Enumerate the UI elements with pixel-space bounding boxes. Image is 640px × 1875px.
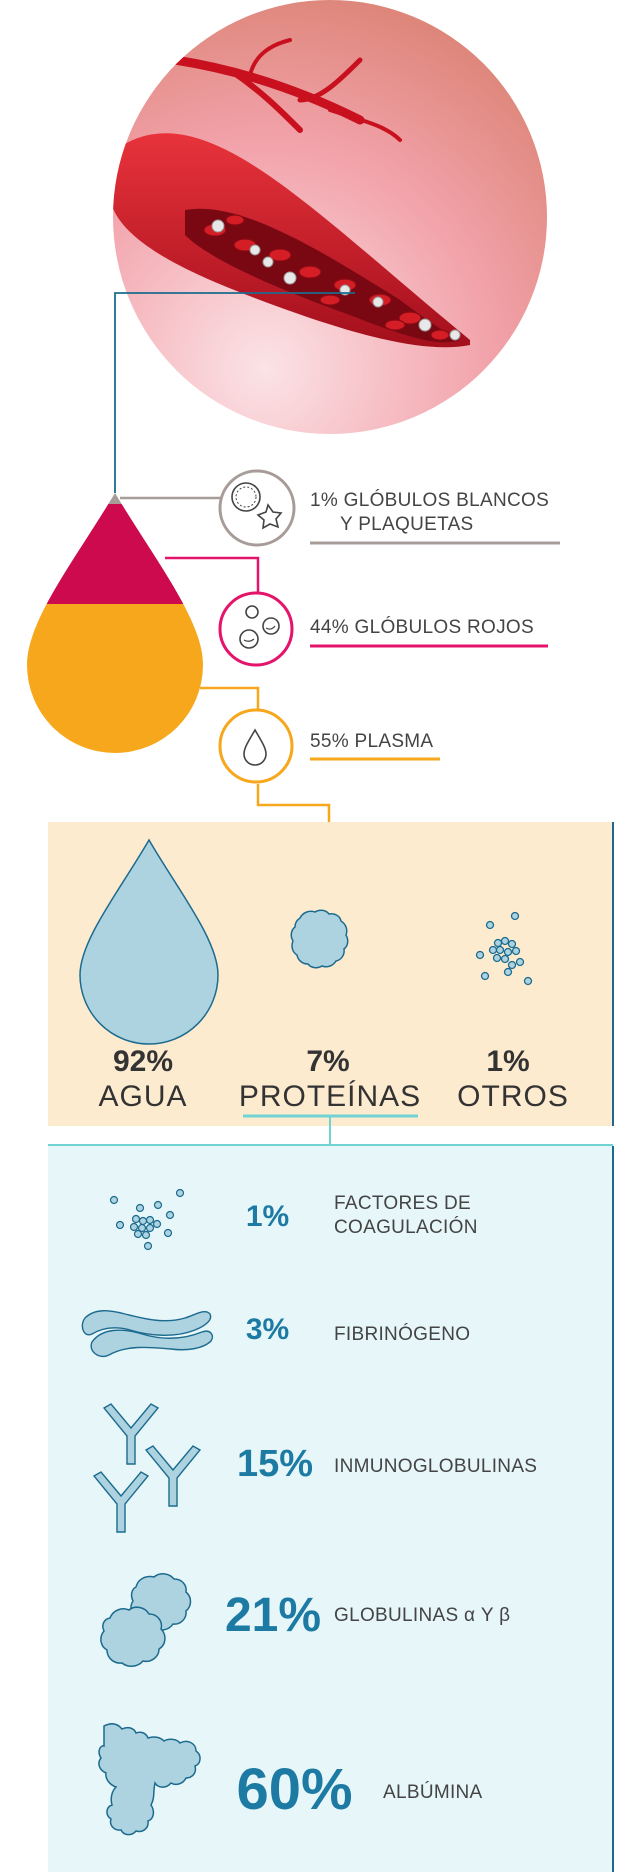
immunoglobulin-icon [92,1403,202,1533]
fibrinogen-name: FIBRINÓGENO [334,1324,471,1345]
water-name: AGUA [98,1080,188,1113]
red-cells-icon [218,591,294,667]
fibrinogen-icon [81,1310,214,1358]
proteins-name: PROTEÍNAS [238,1080,422,1113]
others-percent: 1% [486,1045,530,1078]
water-drop-icon [79,838,219,1045]
coagulation-name-line2: COAGULACIÓN [334,1217,478,1238]
white-cells-label-line2: Y PLAQUETAS [340,514,474,535]
immunoglobulins-percent: 15% [236,1443,314,1485]
water-percent: 92% [112,1045,174,1078]
globulins-percent: 21% [224,1589,322,1642]
proteins-percent: 7% [306,1045,350,1078]
albumin-percent: 60% [236,1757,353,1822]
others-name: OTROS [457,1080,569,1113]
immunoglobulins-name: INMUNOGLOBULINAS [334,1456,538,1477]
albumin-name: ALBÚMINA [383,1782,483,1803]
blood-drop [27,493,203,753]
blood-vessel-illustration [113,0,547,434]
coagulation-percent: 1% [245,1200,290,1233]
globulins-icon [100,1573,192,1667]
globulins-name: GLOBULINAS α Y β [334,1605,511,1626]
fibrinogen-percent: 3% [245,1313,290,1346]
coagulation-name: FACTORES DE COAGULACIÓN [334,1192,478,1240]
albumin-icon [98,1723,201,1836]
red-cells-label: 44% GLÓBULOS ROJOS [310,617,534,638]
plasma-label: 55% PLASMA [310,731,434,752]
white-cells-label: 1% GLÓBULOS BLANCOS [310,490,550,511]
particles-icon [475,911,533,986]
plasma-drop-icon [218,708,294,784]
white-cells-platelets-icon [218,469,296,547]
coagulation-name-line1: FACTORES DE [334,1193,472,1214]
coagulation-factors-icon [109,1188,185,1251]
protein-blob-icon [290,909,349,969]
